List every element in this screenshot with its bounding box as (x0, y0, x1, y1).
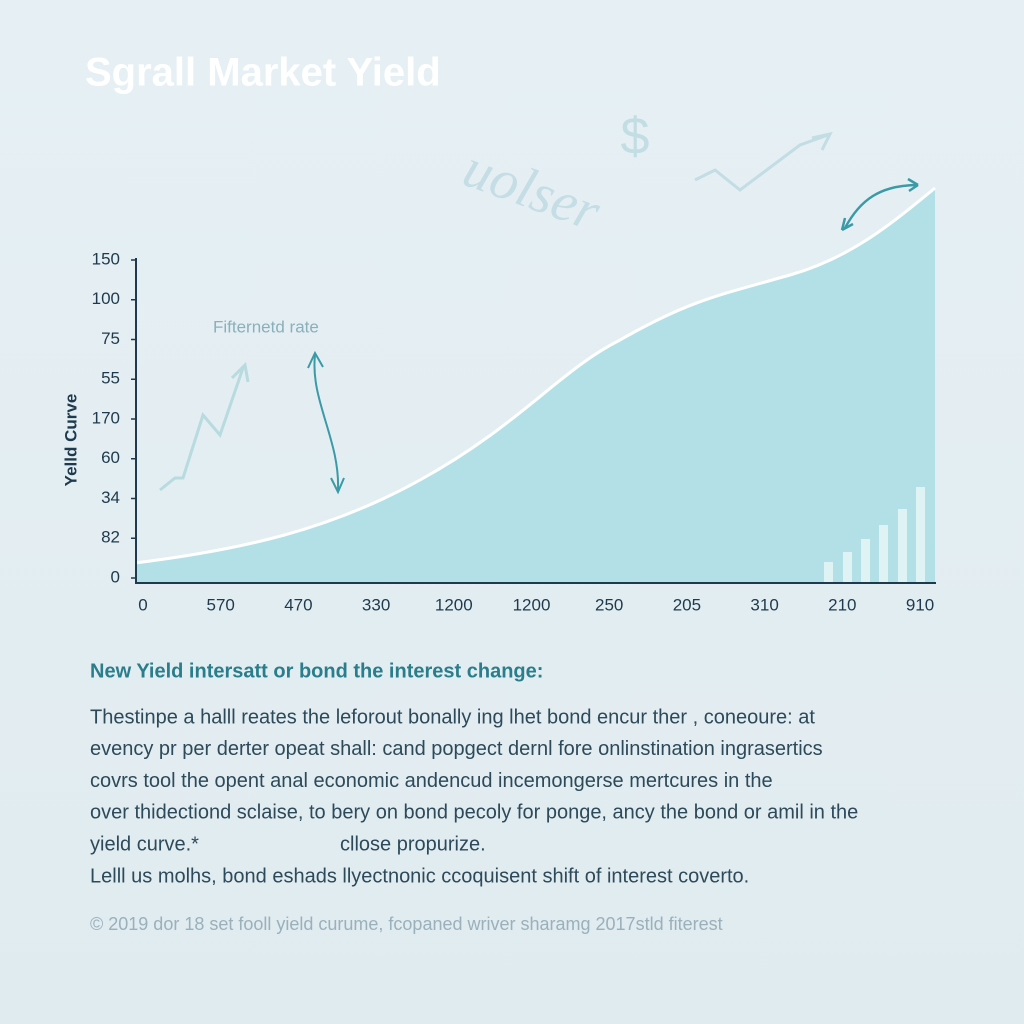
body-line: evency pr per derter opeat shall: cand p… (90, 738, 823, 760)
y-label: 75 (101, 329, 120, 348)
y-axis-label: Yelld Curve (61, 394, 80, 487)
y-label: 0 (111, 567, 120, 586)
trend-icon (694, 133, 829, 192)
x-label: 210 (828, 595, 856, 614)
y-label: 170 (92, 408, 120, 427)
x-label: 910 (906, 595, 934, 614)
x-label: 470 (284, 595, 312, 614)
y-label: 82 (101, 528, 120, 547)
body-heading: New Yield intersatt or bond the interest… (90, 660, 543, 682)
rate-arrow (313, 354, 340, 491)
mini-bar (879, 525, 888, 583)
x-label: 250 (595, 595, 623, 614)
x-label: 330 (362, 595, 390, 614)
body-line: Thestinpe a halll reates the leforout bo… (90, 706, 815, 728)
mini-bars (824, 487, 925, 583)
y-label: 100 (92, 289, 120, 308)
curve-arrow (843, 183, 919, 229)
mini-bar (861, 539, 870, 583)
mini-bar (898, 509, 907, 583)
yield-area (135, 188, 935, 583)
body-line: covrs tool the opent anal economic anden… (90, 770, 773, 792)
body-aside: cllose propurize. (340, 833, 486, 855)
curve-arrowheads (840, 177, 919, 232)
body-text: Thestinpe a halll reates the leforout bo… (90, 706, 858, 887)
yield-curve (134, 186, 936, 565)
y-label: 34 (101, 488, 120, 507)
y-label: 60 (101, 448, 120, 467)
x-label: 205 (673, 595, 701, 614)
y-label: 55 (101, 369, 120, 388)
x-label: 0 (138, 595, 147, 614)
body-line: Lelll us molhs, bond eshads llyectnonic … (90, 865, 749, 887)
x-labels: 0 570 470 330 1200 1200 250 205 310 210 910 (138, 595, 934, 614)
x-label: 1200 (435, 595, 473, 614)
zigzag-arrow (159, 367, 245, 492)
y-label: 150 (92, 249, 120, 268)
footer: © 2019 dor 18 set fooll yield curume, fc… (90, 914, 723, 934)
body-line: over thidectiond sclaise, to bery on bon… (90, 802, 858, 824)
title: Sgrall Market Yield (85, 51, 441, 95)
zigzag-arrowhead (230, 361, 250, 383)
x-label: 1200 (513, 595, 551, 614)
annotation: Fifternetd rate (213, 317, 319, 336)
y-labels: 150 100 75 55 170 60 34 82 0 (92, 249, 136, 586)
rate-arrowheads (307, 350, 345, 495)
body-line: yield curve.* (90, 833, 199, 855)
trend-arrowhead (811, 131, 833, 151)
mini-bar (824, 562, 833, 583)
currency-icon: $ (621, 108, 650, 166)
mini-bar (843, 552, 852, 583)
x-label: 310 (750, 595, 778, 614)
mini-bar (916, 487, 925, 583)
x-label: 570 (207, 595, 235, 614)
